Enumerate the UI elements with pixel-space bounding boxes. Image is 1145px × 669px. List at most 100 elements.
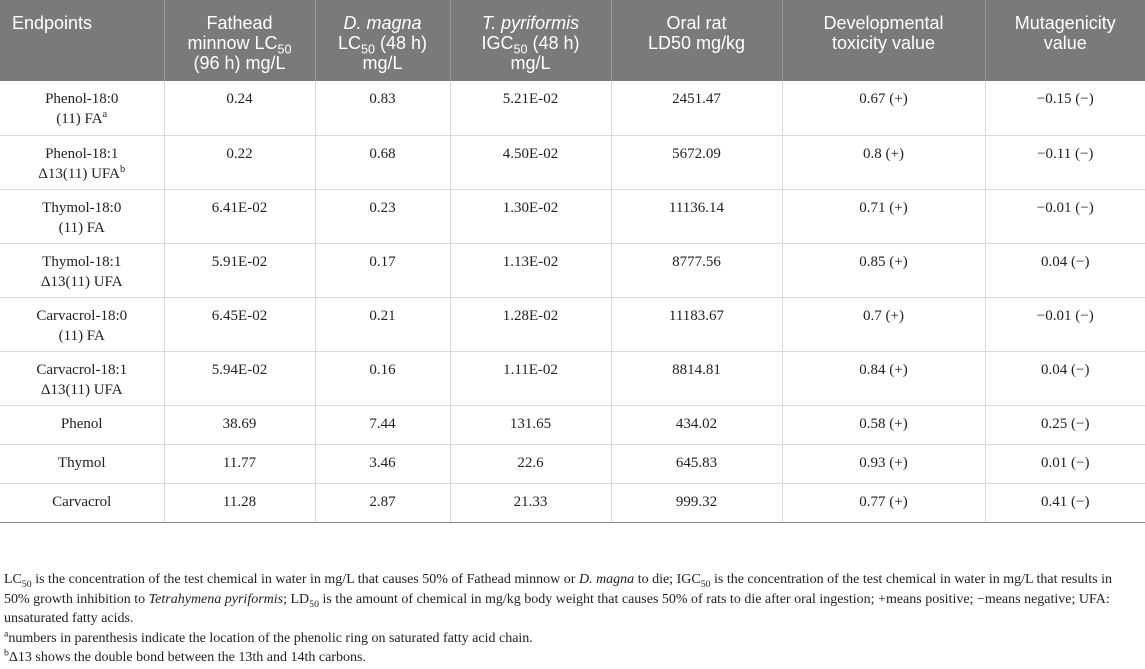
cell-tpyriformis: 131.65 bbox=[450, 405, 612, 445]
cell-tpyriformis: 1.30E-02 bbox=[450, 189, 612, 244]
cell-dmagna: 0.21 bbox=[315, 297, 451, 352]
cell-developmental-toxicity: 0.67 (+) bbox=[782, 81, 986, 136]
header-label: IGC bbox=[481, 33, 514, 53]
cell-mutagenicity: 0.41 (−) bbox=[985, 483, 1145, 523]
cell-endpoint: Carvacrol bbox=[0, 483, 165, 523]
table-row: Phenol-18:1 Δ13(11) UFAb 0.22 0.68 4.50E-… bbox=[0, 135, 1145, 190]
cell-fathead: 0.24 bbox=[164, 81, 316, 136]
cell-oral-rat: 8814.81 bbox=[611, 351, 783, 406]
footnote-italic: Tetrahymena pyriformis bbox=[148, 591, 284, 607]
cell-endpoint: Thymol-18:0 (11) FA bbox=[0, 189, 165, 244]
footnote-subscript: 50 bbox=[21, 578, 32, 590]
header-label: Developmental bbox=[823, 13, 944, 33]
header-oral-rat: Oral rat LD50 mg/kg bbox=[611, 0, 783, 81]
cell-endpoint: Thymol bbox=[0, 444, 165, 484]
table-row: Carvacrol-18:0 (11) FA 6.45E-02 0.21 1.28… bbox=[0, 297, 1145, 352]
endpoint-line1: Thymol-18:1 bbox=[42, 253, 122, 270]
endpoint-line2: (11) FA bbox=[56, 111, 103, 127]
footnote-marker: a bbox=[4, 627, 9, 639]
cell-fathead: 11.77 bbox=[164, 444, 316, 484]
cell-tpyriformis: 1.28E-02 bbox=[450, 297, 612, 352]
cell-oral-rat: 5672.09 bbox=[611, 135, 783, 190]
cell-fathead: 6.45E-02 bbox=[164, 297, 316, 352]
header-label: T. pyriformis bbox=[481, 13, 580, 33]
footnote-marker: a bbox=[102, 109, 108, 120]
cell-endpoint: Phenol-18:0 (11) FAa bbox=[0, 81, 165, 136]
endpoint-line1: Thymol-18:0 bbox=[42, 199, 122, 216]
cell-oral-rat: 11136.14 bbox=[611, 189, 783, 244]
header-label: Oral rat bbox=[666, 13, 727, 33]
cell-developmental-toxicity: 0.71 (+) bbox=[782, 189, 986, 244]
cell-dmagna: 0.68 bbox=[315, 135, 451, 190]
footnote-italic: D. magna bbox=[578, 572, 635, 587]
cell-dmagna: 7.44 bbox=[315, 405, 451, 445]
cell-tpyriformis: 1.13E-02 bbox=[450, 243, 612, 298]
cell-oral-rat: 645.83 bbox=[611, 444, 783, 484]
header-label: mg/L bbox=[510, 53, 551, 73]
endpoint-line1: Phenol-18:1 bbox=[45, 145, 119, 162]
cell-mutagenicity: 0.01 (−) bbox=[985, 444, 1145, 484]
header-label: Endpoints bbox=[12, 13, 93, 33]
cell-fathead: 6.41E-02 bbox=[164, 189, 316, 244]
cell-mutagenicity: 0.04 (−) bbox=[985, 243, 1145, 298]
cell-dmagna: 2.87 bbox=[315, 483, 451, 523]
cell-mutagenicity: −0.15 (−) bbox=[985, 81, 1145, 136]
footnote-text: Δ13 shows the double bond between the 13… bbox=[8, 650, 366, 665]
cell-developmental-toxicity: 0.85 (+) bbox=[782, 243, 986, 298]
endpoint-line2: Δ13(11) UFA bbox=[40, 381, 123, 398]
cell-tpyriformis: 22.6 bbox=[450, 444, 612, 484]
cell-fathead: 0.22 bbox=[164, 135, 316, 190]
cell-fathead: 38.69 bbox=[164, 405, 316, 445]
cell-tpyriformis: 21.33 bbox=[450, 483, 612, 523]
cell-developmental-toxicity: 0.93 (+) bbox=[782, 444, 986, 484]
cell-developmental-toxicity: 0.77 (+) bbox=[782, 483, 986, 523]
table-row: Phenol-18:0 (11) FAa 0.24 0.83 5.21E-02 2… bbox=[0, 81, 1145, 136]
cell-mutagenicity: 0.04 (−) bbox=[985, 351, 1145, 406]
footnote-text: is the amount of chemical in mg/kg body … bbox=[4, 591, 1110, 627]
cell-mutagenicity: 0.25 (−) bbox=[985, 405, 1145, 445]
header-label: Mutagenicity bbox=[1014, 13, 1116, 33]
header-label: (96 h) mg/L bbox=[193, 53, 286, 73]
header-tpyriformis: T. pyriformis IGC50 (48 h) mg/L bbox=[450, 0, 612, 81]
header-label: (48 h) bbox=[527, 33, 580, 53]
footnote-text: LC bbox=[4, 572, 22, 587]
cell-tpyriformis: 4.50E-02 bbox=[450, 135, 612, 190]
cell-tpyriformis: 1.11E-02 bbox=[450, 351, 612, 406]
toxicity-table: Endpoints Fathead minnow LC50 (96 h) mg/… bbox=[0, 0, 1145, 523]
endpoint-line2: Δ13(11) UFA bbox=[40, 273, 123, 290]
cell-oral-rat: 2451.47 bbox=[611, 81, 783, 136]
cell-endpoint: Thymol-18:1 Δ13(11) UFA bbox=[0, 243, 165, 298]
footnote-text: is the concentration of the test chemica… bbox=[31, 572, 579, 587]
cell-dmagna: 0.17 bbox=[315, 243, 451, 298]
header-label: mg/L bbox=[362, 53, 403, 73]
footnote-a: anumbers in parenthesis indicate the loc… bbox=[4, 627, 1134, 649]
table-row: Carvacrol-18:1 Δ13(11) UFA 5.94E-02 0.16 … bbox=[0, 351, 1145, 406]
cell-developmental-toxicity: 0.7 (+) bbox=[782, 297, 986, 352]
cell-oral-rat: 434.02 bbox=[611, 405, 783, 445]
cell-developmental-toxicity: 0.84 (+) bbox=[782, 351, 986, 406]
header-label: LC bbox=[337, 33, 361, 53]
cell-mutagenicity: −0.01 (−) bbox=[985, 297, 1145, 352]
endpoint-line2: (11) FA bbox=[58, 327, 105, 344]
endpoint-line1: Phenol-18:0 bbox=[45, 91, 119, 107]
header-label: (48 h) bbox=[375, 33, 428, 53]
table-row: Thymol-18:1 Δ13(11) UFA 5.91E-02 0.17 1.1… bbox=[0, 243, 1145, 298]
cell-dmagna: 3.46 bbox=[315, 444, 451, 484]
footnote-abbreviations: LC50 is the concentration of the test ch… bbox=[4, 570, 1134, 629]
cell-dmagna: 0.23 bbox=[315, 189, 451, 244]
header-dmagna: D. magna LC50 (48 h) mg/L bbox=[315, 0, 451, 81]
footnote-b: bΔ13 shows the double bond between the 1… bbox=[4, 648, 1134, 668]
footnote-text: ; LD bbox=[283, 591, 310, 607]
cell-oral-rat: 999.32 bbox=[611, 483, 783, 523]
cell-oral-rat: 8777.56 bbox=[611, 243, 783, 298]
cell-dmagna: 0.83 bbox=[315, 81, 451, 136]
cell-tpyriformis: 5.21E-02 bbox=[450, 81, 612, 136]
cell-endpoint: Phenol bbox=[0, 405, 165, 445]
cell-fathead: 5.91E-02 bbox=[164, 243, 316, 298]
cell-dmagna: 0.16 bbox=[315, 351, 451, 406]
header-label: minnow LC bbox=[187, 33, 278, 53]
cell-fathead: 11.28 bbox=[164, 483, 316, 523]
table-row: Phenol 38.69 7.44 131.65 434.02 0.58 (+)… bbox=[0, 405, 1145, 445]
cell-developmental-toxicity: 0.8 (+) bbox=[782, 135, 986, 190]
footnote-marker: b bbox=[119, 163, 126, 175]
